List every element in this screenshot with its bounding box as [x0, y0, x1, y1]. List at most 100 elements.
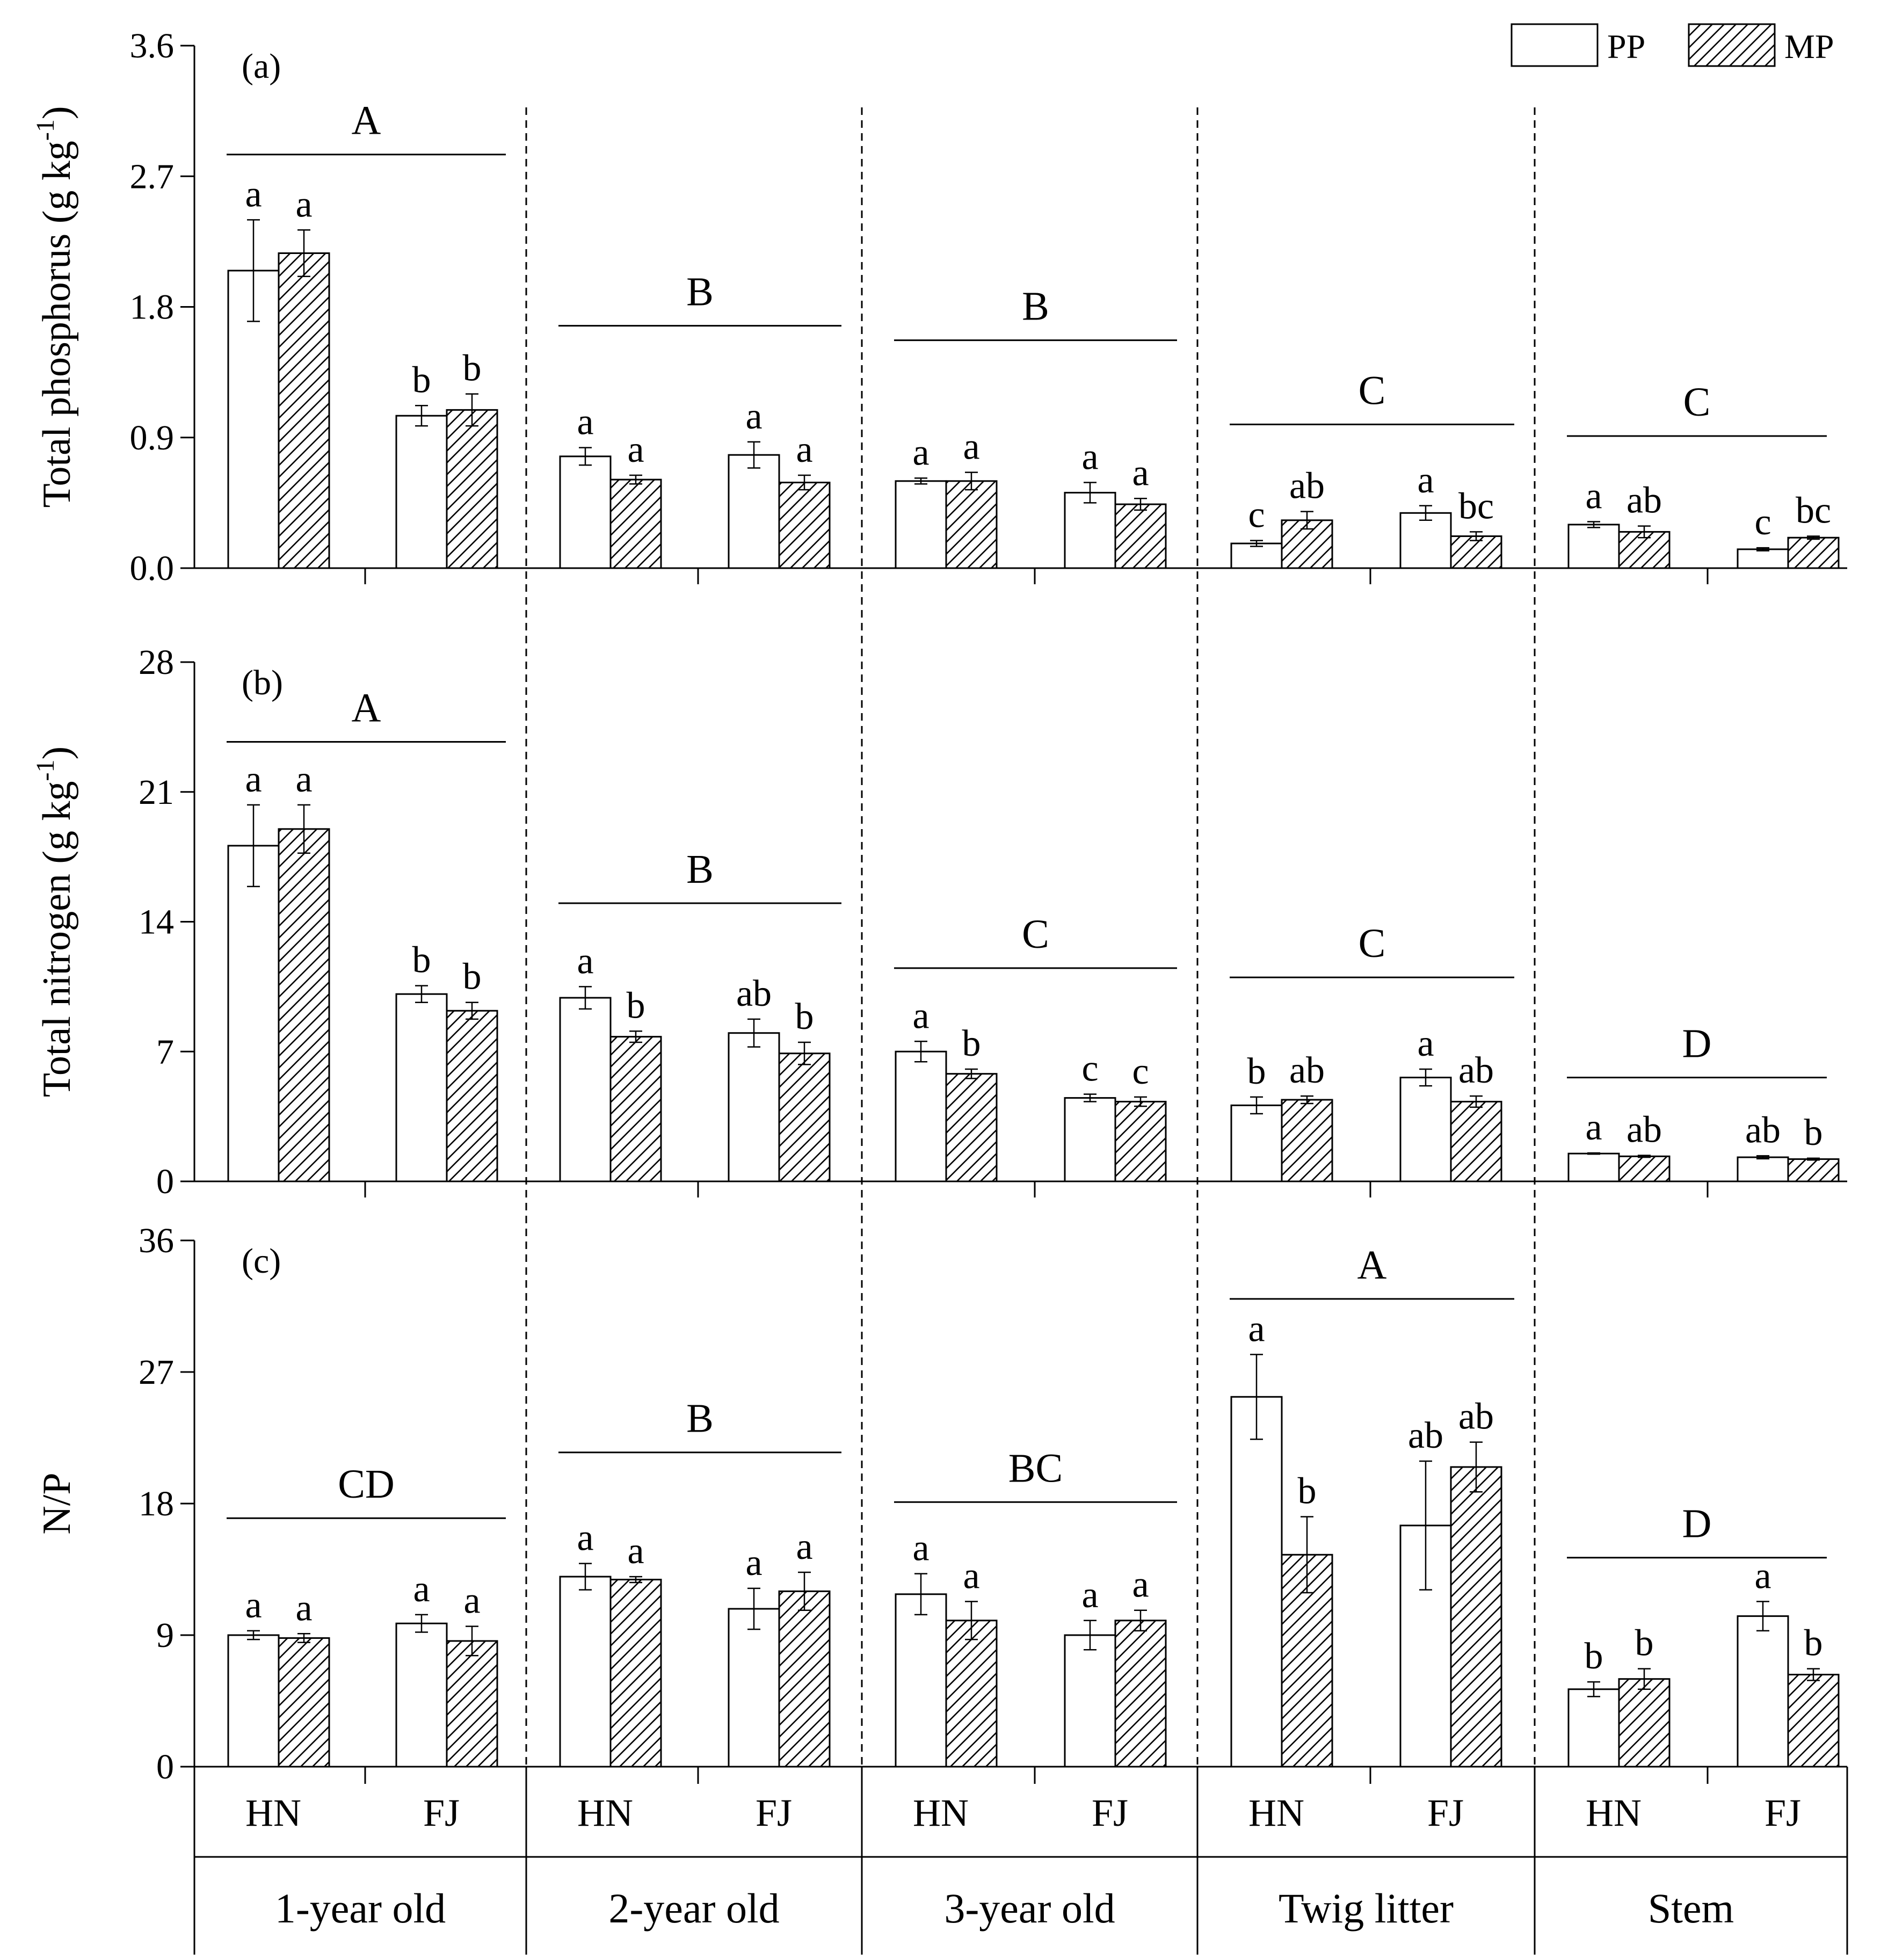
significance-letter: a [245, 759, 262, 800]
significance-letter: a [796, 1526, 812, 1567]
group-letter: A [1357, 1243, 1387, 1288]
y-tick-label: 0 [156, 1747, 174, 1787]
mp-bar [1114, 1100, 1167, 1182]
pp-bar [1064, 491, 1116, 569]
significance-letter: a [912, 432, 929, 473]
significance-letter: a [745, 396, 762, 437]
mp-bar [1450, 1466, 1502, 1768]
significance-letter: a [912, 995, 929, 1036]
significance-letter: b [1247, 1051, 1266, 1092]
pp-bar [728, 1608, 780, 1768]
legend: PP MP [1511, 23, 1834, 67]
significance-letter: b [463, 956, 482, 998]
mp-bar [1114, 503, 1167, 569]
pp-bar [895, 1050, 947, 1182]
significance-letter: a [577, 402, 593, 443]
group-letter: D [1682, 1021, 1712, 1066]
group-letter: C [1359, 921, 1386, 966]
pp-bar [395, 1622, 448, 1768]
significance-letter: a [627, 429, 644, 470]
significance-letter: a [627, 1530, 644, 1572]
panel-label: (c) [242, 1242, 281, 1281]
y-tick-label: 2.7 [130, 157, 175, 196]
legend-label: MP [1784, 27, 1834, 66]
site-label: HN [245, 1791, 301, 1834]
pp-bar [1567, 1152, 1620, 1182]
mp-bar [446, 1010, 498, 1182]
mp-bar [1281, 1099, 1333, 1182]
pp-bar [1567, 524, 1620, 569]
site-label: HN [577, 1791, 633, 1834]
y-tick-label: 1.8 [130, 288, 175, 327]
group-letter: A [352, 98, 381, 143]
y-axis-title: Total phosphorus (g kg-1) [31, 106, 79, 507]
pp-bar [559, 997, 612, 1182]
significance-letter: ab [1408, 1415, 1443, 1456]
mp-bar [1618, 1678, 1671, 1768]
mp-bar [1450, 1100, 1502, 1182]
pp-bar [1399, 1077, 1452, 1182]
significance-letter: a [577, 940, 593, 982]
significance-letter: a [295, 1587, 312, 1629]
significance-letter: a [745, 1542, 762, 1584]
group-label: 3-year old [944, 1885, 1115, 1932]
significance-letter: a [413, 1569, 430, 1610]
legend-label: PP [1607, 27, 1645, 66]
pp-bar [1737, 1156, 1789, 1182]
mp-bar [778, 1590, 831, 1768]
site-label: FJ [423, 1791, 460, 1834]
group-label: Twig litter [1279, 1885, 1454, 1932]
significance-letter: ab [1289, 1050, 1325, 1091]
group-letter: B [686, 847, 714, 892]
site-label: FJ [1427, 1791, 1464, 1834]
significance-letter: a [912, 1528, 929, 1569]
significance-letter: a [1585, 476, 1602, 517]
pp-bar [728, 1032, 780, 1182]
group-label: Stem [1648, 1885, 1734, 1932]
panel-label: (a) [242, 47, 281, 86]
mp-bar [278, 1637, 330, 1768]
significance-letter: a [1585, 1107, 1602, 1148]
significance-letter: a [1132, 452, 1149, 493]
mp-bar [1114, 1620, 1167, 1768]
site-label: FJ [1764, 1791, 1801, 1834]
significance-letter: a [1081, 437, 1098, 478]
significance-letter: b [412, 940, 431, 981]
y-tick-label: 21 [139, 773, 174, 812]
significance-letter: a [963, 1555, 979, 1596]
y-axis-title: Total nitrogen (g kg-1) [31, 746, 79, 1097]
mp-bar [278, 828, 330, 1182]
mp-bar [1450, 535, 1502, 569]
pp-bar [728, 454, 780, 569]
pp-bar [1230, 1396, 1283, 1768]
significance-letter: ab [736, 973, 772, 1014]
pp-bar [895, 480, 947, 569]
mp-bar [1787, 1158, 1840, 1182]
significance-letter: ab [1458, 1396, 1494, 1438]
group-label: 2-year old [608, 1885, 779, 1932]
significance-letter: a [1417, 460, 1434, 501]
mp-bar [778, 1052, 831, 1182]
mp-bar [945, 1620, 998, 1768]
significance-letter: a [295, 184, 312, 225]
y-tick-label: 7 [156, 1032, 174, 1071]
y-tick-label: 28 [139, 643, 174, 682]
significance-letter: b [1804, 1623, 1823, 1664]
pp-bar [1064, 1097, 1116, 1182]
pp-bar [1567, 1688, 1620, 1768]
significance-letter: b [1298, 1471, 1317, 1512]
site-label: HN [913, 1791, 969, 1834]
y-tick-label: 0 [156, 1162, 174, 1201]
significance-letter: a [1417, 1023, 1434, 1064]
site-label: HN [1248, 1791, 1304, 1834]
significance-letter: c [1754, 502, 1771, 543]
mp-bar [945, 1073, 998, 1182]
pp-legend-swatch [1511, 23, 1599, 67]
significance-letter: a [1132, 1564, 1149, 1606]
significance-letter: a [1754, 1555, 1771, 1596]
significance-letter: a [577, 1518, 593, 1559]
significance-letter: a [245, 173, 262, 215]
significance-letter: b [463, 348, 482, 389]
mp-bar [778, 482, 831, 569]
